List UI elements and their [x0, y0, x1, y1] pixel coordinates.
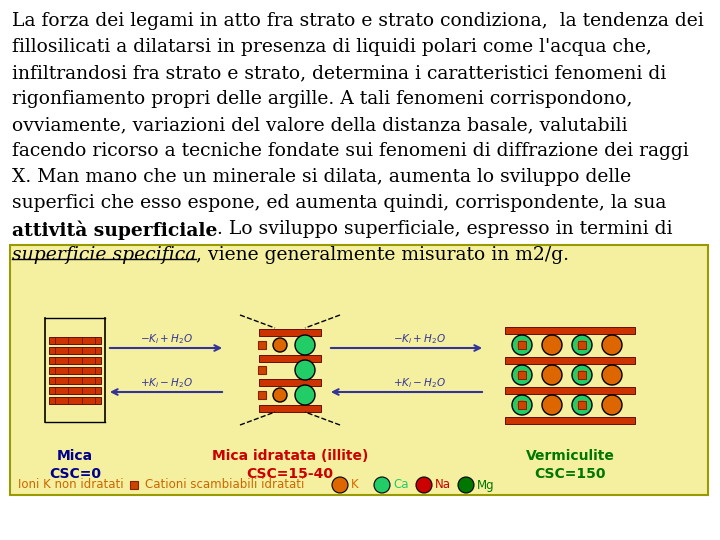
Text: attività superficiale: attività superficiale [12, 220, 217, 240]
Bar [49, 376, 101, 383]
Circle shape [512, 395, 532, 415]
Bar [49, 367, 101, 374]
Circle shape [295, 360, 315, 380]
Bar [49, 336, 101, 343]
Circle shape [458, 477, 474, 493]
Bar [258, 341, 266, 349]
Bar [578, 401, 586, 409]
Circle shape [374, 477, 390, 493]
Circle shape [602, 395, 622, 415]
Circle shape [517, 400, 527, 410]
Circle shape [416, 477, 432, 493]
Circle shape [572, 335, 592, 355]
Circle shape [547, 400, 557, 410]
Text: La forza dei legami in atto fra strato e strato condiziona,  la tendenza dei: La forza dei legami in atto fra strato e… [12, 12, 703, 30]
Text: Mica idratata (illite)
CSC=15-40: Mica idratata (illite) CSC=15-40 [212, 449, 368, 481]
Bar [505, 416, 635, 423]
Bar [259, 379, 321, 386]
Bar [49, 396, 101, 403]
Circle shape [517, 340, 527, 350]
Circle shape [517, 370, 527, 380]
Circle shape [607, 340, 617, 350]
Bar [10, 245, 708, 495]
Circle shape [542, 335, 562, 355]
Bar [578, 371, 586, 379]
Text: $+K_i-H_2O$: $+K_i-H_2O$ [140, 376, 194, 390]
Bar [259, 354, 321, 361]
Circle shape [607, 400, 617, 410]
Bar [505, 327, 635, 334]
Circle shape [572, 365, 592, 385]
Text: ovviamente, variazioni del valore della distanza basale, valutabili: ovviamente, variazioni del valore della … [12, 116, 628, 134]
Bar [518, 341, 526, 349]
Text: fillosilicati a dilatarsi in presenza di liquidi polari come l'acqua che,: fillosilicati a dilatarsi in presenza di… [12, 38, 652, 56]
Circle shape [512, 335, 532, 355]
Circle shape [547, 340, 557, 350]
Text: Cationi scambiabili idratati: Cationi scambiabili idratati [145, 478, 305, 491]
Text: $+K_i-H_2O$: $+K_i-H_2O$ [394, 376, 446, 390]
Text: X. Man mano che un minerale si dilata, aumenta lo sviluppo delle: X. Man mano che un minerale si dilata, a… [12, 168, 631, 186]
Circle shape [332, 477, 348, 493]
Text: K: K [351, 478, 359, 491]
Circle shape [273, 338, 287, 352]
Text: . Lo sviluppo superficiale, espresso in termini di: . Lo sviluppo superficiale, espresso in … [217, 220, 673, 238]
Text: , viene generalmente misurato in m2/g.: , viene generalmente misurato in m2/g. [197, 246, 570, 264]
Circle shape [577, 370, 587, 380]
Bar [505, 356, 635, 363]
Circle shape [542, 395, 562, 415]
Text: facendo ricorso a tecniche fondate sui fenomeni di diffrazione dei raggi: facendo ricorso a tecniche fondate sui f… [12, 142, 689, 160]
Circle shape [602, 335, 622, 355]
Circle shape [295, 335, 315, 355]
Circle shape [273, 388, 287, 402]
Bar [259, 404, 321, 411]
Text: Vermiculite
CSC=150: Vermiculite CSC=150 [526, 449, 614, 481]
Text: $-K_i+H_2O$: $-K_i+H_2O$ [394, 332, 446, 346]
Circle shape [577, 400, 587, 410]
Circle shape [512, 365, 532, 385]
Bar [258, 366, 266, 374]
Bar [130, 481, 138, 489]
Text: Mg: Mg [477, 478, 495, 491]
Bar [259, 328, 321, 335]
Text: superficie specifica: superficie specifica [12, 246, 197, 264]
Text: superfici che esso espone, ed aumenta quindi, corrispondente, la sua: superfici che esso espone, ed aumenta qu… [12, 194, 667, 212]
Text: $-K_i+H_2O$: $-K_i+H_2O$ [140, 332, 194, 346]
Bar [49, 347, 101, 354]
Bar [518, 371, 526, 379]
Text: rigonfiamento propri delle argille. A tali fenomeni corrispondono,: rigonfiamento propri delle argille. A ta… [12, 90, 632, 108]
Bar [258, 391, 266, 399]
Text: Ca: Ca [393, 478, 408, 491]
Bar [578, 341, 586, 349]
Bar [49, 387, 101, 394]
Circle shape [602, 365, 622, 385]
Circle shape [542, 365, 562, 385]
Bar [49, 356, 101, 363]
Bar [518, 401, 526, 409]
Text: Na: Na [435, 478, 451, 491]
Circle shape [607, 370, 617, 380]
Circle shape [572, 395, 592, 415]
Circle shape [577, 340, 587, 350]
Text: Mica
CSC=0: Mica CSC=0 [49, 449, 101, 481]
Text: infiltrandosi fra strato e strato, determina i caratteristici fenomeni di: infiltrandosi fra strato e strato, deter… [12, 64, 666, 82]
Text: Ioni K non idratati: Ioni K non idratati [18, 478, 124, 491]
Bar [505, 387, 635, 394]
Circle shape [547, 370, 557, 380]
Circle shape [295, 385, 315, 405]
